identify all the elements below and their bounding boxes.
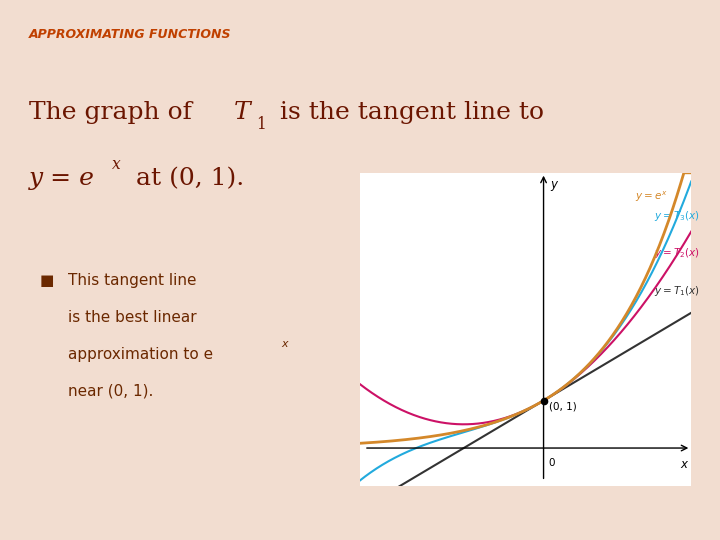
Text: is the best linear: is the best linear <box>68 310 197 325</box>
Text: The graph of: The graph of <box>29 101 199 124</box>
Text: $y = T_3(x)$: $y = T_3(x)$ <box>654 208 699 222</box>
Text: $y = T_1(x)$: $y = T_1(x)$ <box>654 285 699 299</box>
Text: 1: 1 <box>256 116 266 133</box>
Text: T: T <box>234 101 251 124</box>
Text: y: y <box>550 178 557 191</box>
Text: 0: 0 <box>549 457 555 468</box>
Text: near (0, 1).: near (0, 1). <box>68 383 154 399</box>
Text: x: x <box>281 339 287 348</box>
Text: This tangent line: This tangent line <box>68 273 197 288</box>
Text: x: x <box>680 457 687 470</box>
Text: $y = e^x$: $y = e^x$ <box>635 190 667 204</box>
Text: APPROXIMATING FUNCTIONS: APPROXIMATING FUNCTIONS <box>29 28 231 41</box>
Text: $y = T_2(x)$: $y = T_2(x)$ <box>654 246 699 260</box>
Text: x: x <box>112 156 121 173</box>
Text: approximation to e: approximation to e <box>68 347 214 362</box>
Text: y = e: y = e <box>29 167 94 190</box>
Text: at (0, 1).: at (0, 1). <box>128 167 244 190</box>
Text: (0, 1): (0, 1) <box>549 401 577 411</box>
Text: ■: ■ <box>40 273 54 288</box>
Text: is the tangent line to: is the tangent line to <box>272 101 544 124</box>
